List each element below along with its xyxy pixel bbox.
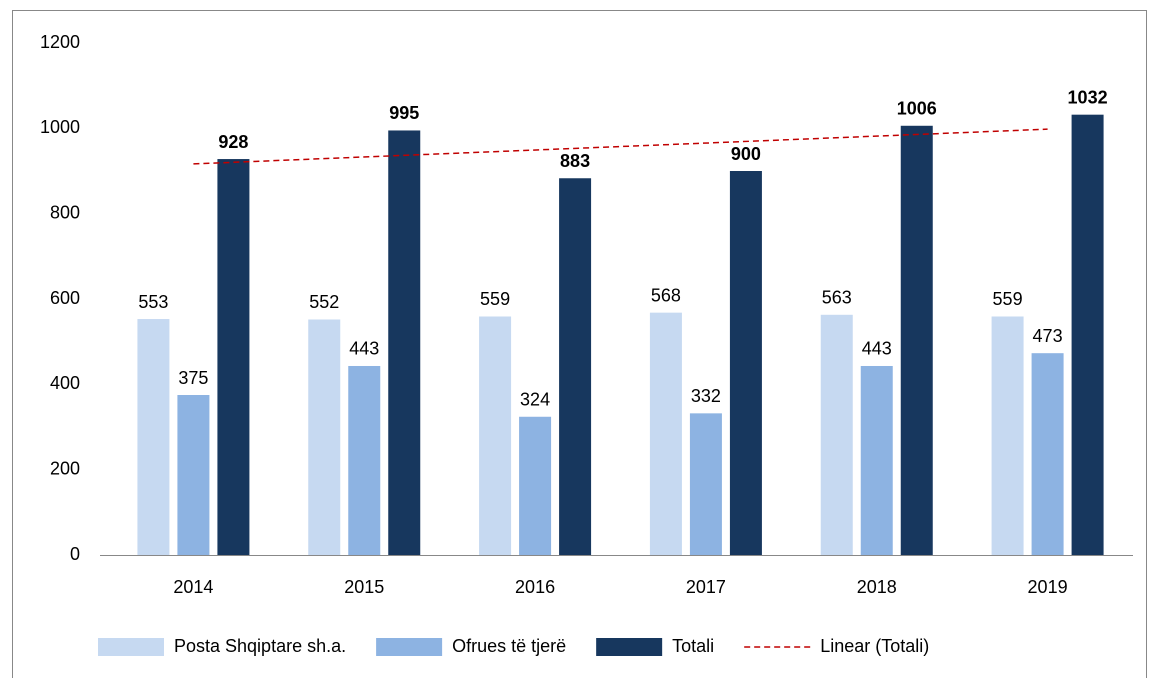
- data-label: 324: [520, 390, 550, 410]
- legend-label: Totali: [672, 636, 714, 656]
- data-label: 883: [560, 151, 590, 171]
- bar: [308, 319, 341, 555]
- bar: [137, 319, 170, 555]
- data-label: 559: [480, 289, 510, 309]
- legend-label: Linear (Totali): [820, 636, 929, 656]
- legend-swatch: [376, 638, 443, 656]
- bar: [900, 125, 933, 556]
- y-tick-label: 200: [50, 458, 80, 478]
- data-label: 552: [309, 292, 339, 312]
- data-label: 995: [389, 103, 419, 123]
- data-label: 900: [731, 144, 761, 164]
- bar: [348, 365, 381, 555]
- legend-swatch: [98, 638, 164, 656]
- y-tick-label: 0: [70, 544, 80, 564]
- data-label: 553: [138, 292, 168, 312]
- data-label: 1032: [1068, 87, 1108, 107]
- y-tick-label: 800: [50, 202, 80, 222]
- y-tick-label: 1200: [40, 32, 80, 52]
- data-label: 568: [651, 285, 681, 305]
- legend-swatch: [596, 638, 663, 656]
- x-tick-label: 2016: [515, 577, 555, 597]
- bar: [860, 365, 893, 555]
- bar: [177, 395, 210, 555]
- y-tick-label: 400: [50, 373, 80, 393]
- data-label: 563: [822, 288, 852, 308]
- bar: [991, 316, 1024, 555]
- trendline: [193, 128, 1048, 165]
- chart-frame: [12, 10, 1147, 678]
- bar: [559, 178, 592, 555]
- bar: [729, 171, 762, 555]
- data-label: 928: [218, 132, 248, 152]
- bar: [519, 416, 552, 555]
- y-tick-label: 1000: [40, 117, 80, 137]
- bar: [479, 316, 512, 555]
- bar: [388, 130, 421, 555]
- data-label: 473: [1033, 326, 1063, 346]
- bar: [1031, 353, 1064, 555]
- bar: [217, 159, 250, 555]
- data-label: 1006: [897, 99, 937, 119]
- legend-label: Posta Shqiptare sh.a.: [174, 636, 346, 656]
- bar: [689, 413, 722, 555]
- legend-label: Ofrues të tjerë: [452, 636, 566, 656]
- data-label: 375: [178, 368, 208, 388]
- x-tick-label: 2015: [344, 577, 384, 597]
- x-tick-label: 2018: [857, 577, 897, 597]
- bar: [1071, 114, 1104, 556]
- x-tick-label: 2017: [686, 577, 726, 597]
- data-label: 443: [862, 339, 892, 359]
- data-label: 332: [691, 386, 721, 406]
- x-tick-label: 2014: [173, 577, 213, 597]
- bar: [649, 312, 682, 555]
- data-label: 559: [993, 289, 1023, 309]
- data-label: 443: [349, 339, 379, 359]
- x-tick-label: 2019: [1028, 577, 1068, 597]
- bar: [820, 314, 853, 555]
- y-tick-label: 600: [50, 288, 80, 308]
